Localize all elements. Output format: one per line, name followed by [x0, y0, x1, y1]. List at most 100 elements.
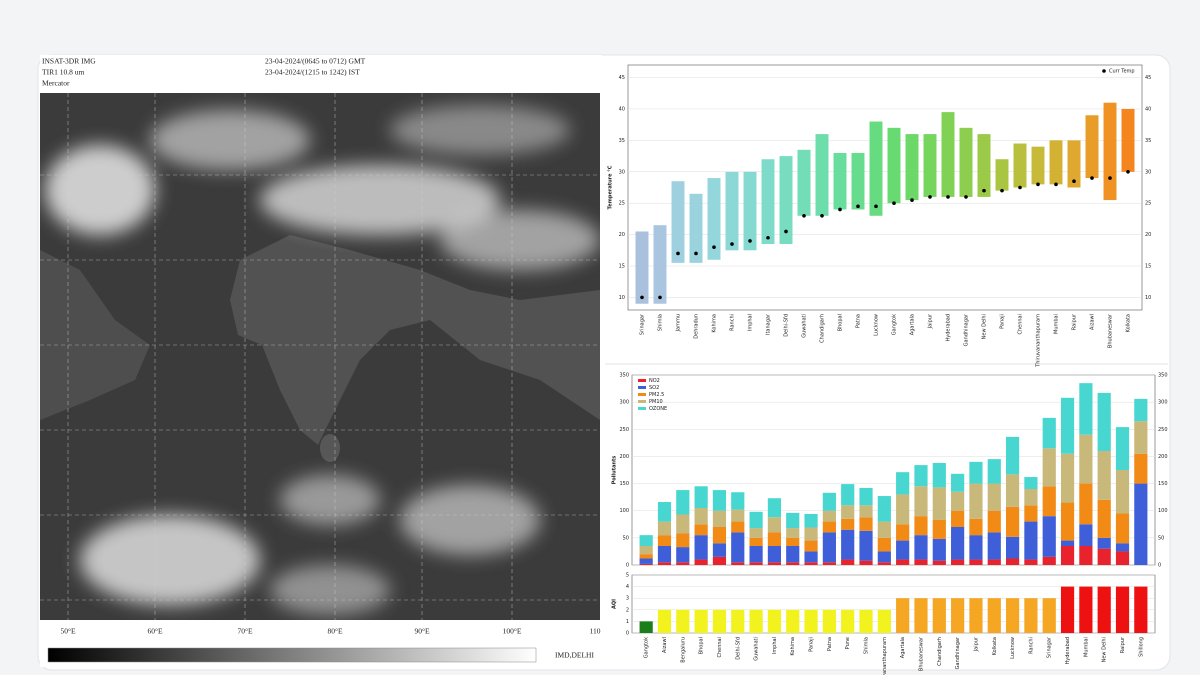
y-tick-label: 150	[619, 481, 629, 487]
legend-swatch	[638, 407, 646, 410]
bar-segment	[1115, 513, 1130, 544]
x-tick-label: Itanagar	[766, 313, 772, 335]
legend-marker	[1102, 69, 1106, 73]
x-tick-label: Lucknow	[874, 314, 880, 336]
range-bar	[1013, 143, 1027, 188]
bar	[1024, 598, 1038, 633]
y-tick-label: 100	[619, 508, 629, 514]
bar-segment	[749, 528, 763, 538]
bar-segment	[1024, 477, 1038, 489]
x-tick-label: Kohima	[790, 637, 796, 656]
bar-segment	[731, 532, 745, 563]
bar-segment	[657, 502, 672, 522]
legend-swatch	[638, 393, 646, 396]
bar-segment	[712, 490, 727, 511]
bar-segment	[676, 562, 690, 565]
y2-tick-label: 30	[1145, 169, 1151, 175]
range-bar	[689, 193, 703, 263]
legend-swatch	[638, 400, 646, 403]
range-bar	[959, 127, 973, 197]
bar-segment	[859, 517, 873, 531]
bar-segment	[767, 498, 782, 518]
header-text: Mercator	[42, 79, 70, 88]
bar-segment	[804, 551, 818, 563]
x-tick-label: Ranchi	[730, 314, 736, 331]
bar-segment	[767, 562, 782, 565]
color-bar	[47, 647, 537, 663]
range-bar	[1121, 108, 1135, 172]
x-tick-label: Raipur	[1120, 636, 1126, 653]
bar	[657, 609, 672, 633]
bar-segment	[1060, 540, 1075, 546]
x-tick-label: Kolkata	[1126, 314, 1132, 332]
bar-segment	[639, 563, 653, 565]
bar-segment	[1060, 397, 1075, 454]
bar-segment	[786, 512, 800, 529]
y2-tick-label: 300	[1158, 400, 1168, 406]
x-tick-label: Jaipur	[973, 636, 979, 652]
lon-label: 50°E	[60, 627, 75, 636]
x-tick-label: Srinagar	[640, 313, 646, 335]
range-bar	[1103, 102, 1117, 201]
y2-tick-label: 35	[1145, 138, 1151, 144]
bar-segment	[1134, 453, 1148, 484]
x-tick-label: New Delhi	[1102, 637, 1108, 662]
bar	[987, 598, 1001, 633]
bar	[1115, 586, 1130, 633]
x-tick-label: Delhi-Sfd	[784, 314, 790, 337]
x-tick-label: Shimla	[658, 314, 664, 331]
bar	[804, 609, 818, 633]
x-tick-label: Shimla	[864, 637, 870, 654]
bar-segment	[822, 510, 836, 522]
y-tick-label: 25	[619, 201, 625, 207]
current-temp-point	[1000, 188, 1004, 193]
range-bar	[761, 159, 775, 245]
bar-segment	[657, 562, 672, 565]
current-temp-point	[892, 201, 896, 206]
bar-segment	[951, 491, 965, 511]
range-bar	[869, 121, 883, 216]
x-tick-label: Raipur	[1072, 313, 1078, 330]
range-bar	[833, 152, 847, 210]
bar-segment	[987, 532, 1001, 560]
current-temp-point	[964, 195, 968, 199]
bar-segment	[1005, 536, 1020, 559]
x-tick-label: Bhopal	[699, 637, 705, 654]
bar-segment	[804, 527, 818, 541]
y2-tick-label: 100	[1158, 508, 1168, 514]
bar-segment	[1134, 421, 1148, 454]
y-axis-label: AQI	[612, 599, 618, 609]
range-bar	[941, 112, 955, 197]
y-tick-label: 3	[626, 596, 629, 602]
bar-segment	[694, 486, 708, 508]
bar-segment	[1079, 546, 1093, 565]
bar	[859, 609, 873, 633]
x-tick-label: Imphal	[772, 637, 778, 654]
x-tick-label: Bhubaneswar	[1108, 313, 1114, 348]
bar-segment	[749, 546, 763, 563]
current-temp-point	[1090, 176, 1094, 180]
land	[320, 434, 340, 462]
bar-segment	[786, 528, 800, 538]
bar	[1079, 586, 1093, 633]
bar-segment	[1115, 551, 1130, 565]
bar-segment	[731, 521, 745, 533]
x-tick-label: Thiruvananthapuram	[1036, 314, 1042, 368]
bar	[914, 598, 928, 633]
bar-segment	[859, 505, 873, 518]
bar-segment	[969, 518, 983, 536]
range-bar	[851, 152, 865, 210]
y-tick-label: 4	[626, 584, 629, 590]
x-tick-label: Chennai	[1018, 314, 1024, 335]
bar-segment	[1005, 474, 1020, 507]
bar-segment	[822, 532, 836, 563]
bar-segment	[987, 510, 1001, 533]
bar-segment	[639, 554, 653, 559]
current-temp-point	[1054, 182, 1058, 187]
bar-segment	[1042, 448, 1056, 487]
bar-segment	[1005, 436, 1020, 475]
x-tick-label: Thiruvananthapuram	[882, 637, 888, 675]
y2-tick-label: 50	[1158, 535, 1164, 541]
x-tick-label: Aizawl	[662, 637, 668, 653]
